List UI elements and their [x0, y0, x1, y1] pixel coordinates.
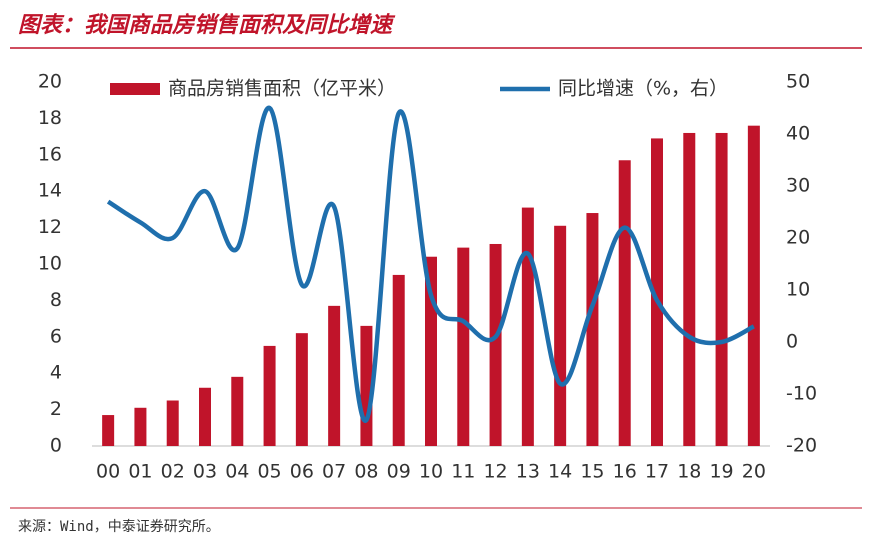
y-tick-label: 20	[38, 71, 62, 93]
x-tick-label: 12	[483, 461, 507, 483]
x-tick-label: 01	[128, 461, 152, 483]
x-tick-label: 11	[451, 461, 475, 483]
source: 来源：Wind，中泰证券研究所。	[18, 519, 220, 535]
y-tick-label: 18	[38, 107, 62, 129]
x-tick-label: 03	[193, 461, 217, 483]
x-tick-label: 10	[419, 461, 443, 483]
x-tick-label: 05	[257, 461, 281, 483]
y2-tick-label: 50	[786, 71, 810, 93]
y2-tick-label: 40	[786, 123, 810, 145]
y2-tick-label: 30	[786, 175, 810, 197]
bar	[554, 225, 567, 446]
legend-swatch	[110, 83, 160, 95]
bar	[457, 247, 470, 446]
bar	[199, 387, 211, 446]
bar	[102, 415, 115, 446]
bar	[295, 333, 308, 446]
bar	[489, 243, 502, 446]
bar	[651, 138, 663, 447]
bar	[392, 274, 405, 446]
y-tick-label: 2	[50, 398, 62, 420]
x-tick-label: 16	[613, 461, 637, 483]
y2-tick-label: -10	[786, 383, 817, 405]
bar	[586, 213, 599, 446]
x-tick-label: 20	[742, 461, 766, 483]
legend-label: 商品房销售面积（亿平米）	[168, 78, 396, 100]
bar	[231, 376, 244, 446]
x-tick-label: 09	[387, 461, 411, 483]
x-tick-label: 07	[322, 461, 346, 483]
x-tick-label: 19	[709, 461, 733, 483]
y2-tick-label: 10	[786, 279, 810, 301]
bar	[747, 125, 760, 447]
x-tick-label: 02	[161, 461, 185, 483]
y-tick-label: 4	[50, 362, 62, 384]
bar	[328, 305, 341, 446]
y-tick-label: 16	[38, 143, 62, 165]
y-tick-label: 12	[38, 216, 62, 238]
bar	[521, 207, 534, 446]
bar	[715, 132, 728, 446]
bar	[166, 400, 179, 446]
x-tick-label: 06	[290, 461, 314, 483]
y-tick-label: 6	[50, 325, 62, 347]
y-tick-label: 14	[38, 180, 62, 202]
x-tick-label: 00	[96, 461, 120, 483]
line	[106, 105, 755, 423]
x-tick-label: 15	[580, 461, 604, 483]
y2-tick-label: 20	[786, 227, 810, 249]
x-tick-label: 13	[516, 461, 540, 483]
y2-tick-label: 0	[786, 331, 798, 353]
y2-tick-label: -20	[786, 435, 817, 457]
legend-label: 同比增速（%，右）	[558, 78, 728, 100]
y-tick-label: 10	[38, 253, 62, 275]
x-tick-label: 17	[645, 461, 669, 483]
x-tick-label: 18	[677, 461, 701, 483]
chart-title: 图表：我国商品房销售面积及同比增速	[18, 12, 396, 38]
y-tick-label: 8	[50, 289, 62, 311]
x-tick-label: 04	[225, 461, 249, 483]
x-tick-label: 14	[548, 461, 572, 483]
bar	[263, 345, 276, 446]
bar	[134, 407, 147, 446]
y-tick-label: 0	[50, 435, 62, 457]
bar	[618, 160, 631, 446]
bar	[683, 132, 696, 446]
x-tick-label: 08	[354, 461, 378, 483]
